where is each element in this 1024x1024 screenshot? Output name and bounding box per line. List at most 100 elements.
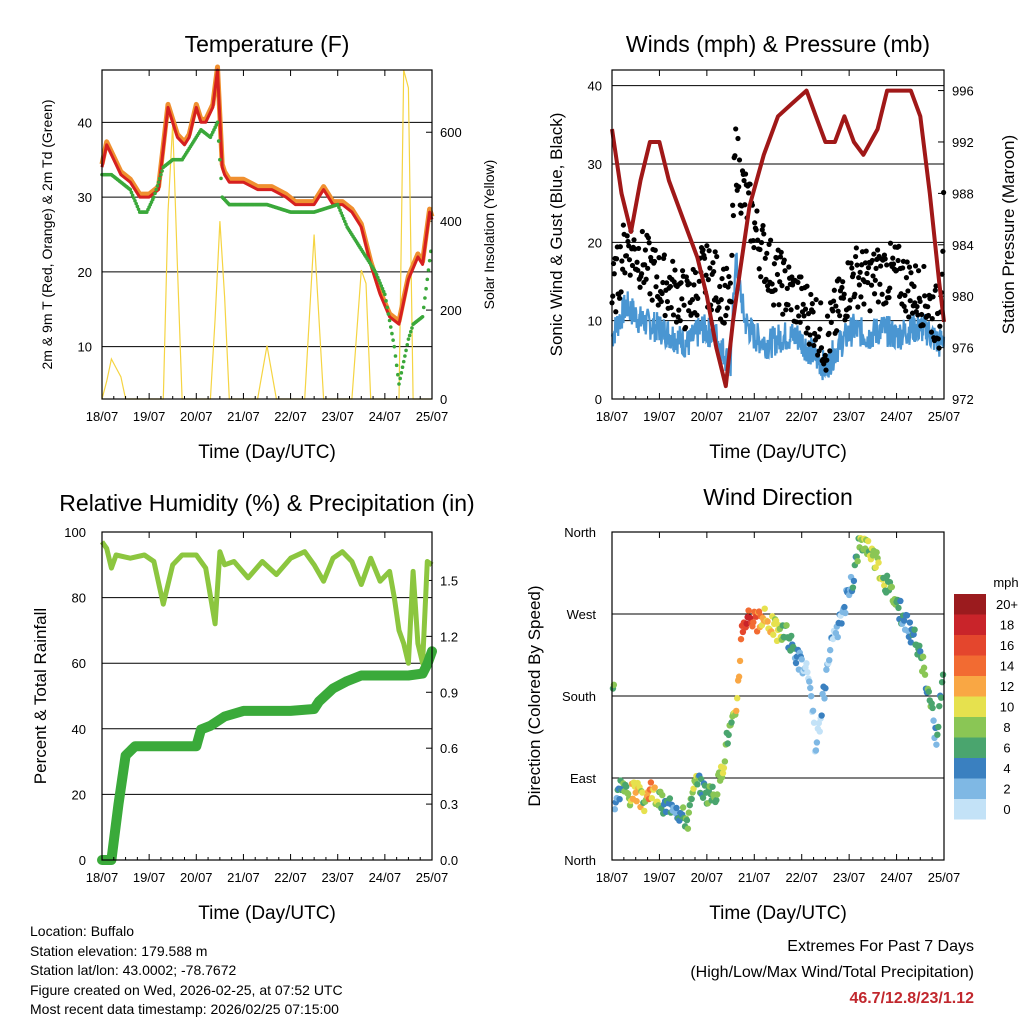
dewpoint-point: [427, 258, 432, 263]
y2-tick-label: 988: [952, 186, 974, 201]
gust-point: [833, 303, 839, 309]
gust-point: [774, 271, 781, 278]
gust-point: [878, 263, 884, 269]
gust-point: [721, 320, 727, 326]
gust-point: [766, 241, 772, 248]
colorbar-label: 12: [1000, 679, 1014, 694]
y-axis-label: Percent & Total Rainfall: [31, 608, 50, 784]
gust-point: [815, 352, 821, 358]
gust-point: [890, 261, 897, 267]
gust-point: [662, 312, 668, 319]
direction-point: [864, 537, 872, 545]
gust-point: [827, 348, 833, 354]
direction-point: [764, 618, 771, 625]
x-axis-label: Time (Day/UTC): [709, 442, 847, 463]
gust-point: [670, 312, 677, 318]
gust-point: [922, 293, 928, 299]
gust-point: [730, 212, 737, 219]
gust-point: [771, 302, 777, 308]
dewpoint-point: [136, 207, 141, 212]
x-tick-label: 19/07: [643, 409, 676, 424]
gust-point: [655, 302, 661, 308]
dewpoint-point: [426, 268, 431, 272]
direction-point: [809, 707, 817, 714]
gust-point: [754, 208, 760, 214]
y2-tick-label: 996: [952, 84, 974, 99]
gust-point: [679, 268, 686, 274]
gust-point: [911, 283, 917, 289]
dewpoint-point: [219, 176, 223, 181]
chart-title: Winds (mph) & Pressure (mb): [626, 31, 930, 57]
dewpoint-point: [342, 219, 347, 224]
x-tick-label: 24/07: [369, 870, 402, 885]
colorbar-swatch: [954, 696, 986, 717]
gust-point: [635, 245, 642, 252]
dewpoint-point: [132, 196, 136, 200]
colorbar-label: 16: [1000, 638, 1014, 653]
colorbar-swatch: [954, 717, 986, 738]
gust-point: [664, 280, 670, 286]
x-tick-label: 23/07: [833, 409, 866, 424]
direction-point: [842, 609, 849, 617]
y-axis-label: Direction (Colored By Speed): [525, 585, 544, 806]
y2-tick-label: 400: [440, 214, 462, 229]
dewpoint-point: [384, 299, 388, 303]
colorbar-label: 2: [1003, 782, 1010, 797]
x-tick-label: 25/07: [416, 409, 449, 424]
gust-point: [610, 293, 616, 299]
gust-point: [741, 177, 747, 184]
direction-point: [933, 741, 940, 748]
gust-point: [695, 295, 701, 301]
y-axis-label: 2m & 9m T (Red, Orange) & 2m Td (Green): [39, 100, 55, 370]
x-tick-label: 21/07: [227, 409, 260, 424]
gust-point: [679, 296, 685, 302]
gust-point: [637, 284, 643, 290]
y2-axis-label: Station Pressure (Maroon): [999, 135, 1018, 334]
colorbar-label: 6: [1003, 741, 1010, 756]
direction-point: [826, 646, 834, 654]
gust-point: [613, 309, 619, 315]
gust-point: [643, 276, 649, 282]
dewpoint-point: [344, 222, 348, 227]
gust-point: [907, 298, 913, 304]
dewpoint-point: [130, 193, 135, 198]
gust-point: [882, 256, 888, 262]
x-tick-label: 20/07: [180, 409, 213, 424]
location-text: Location: Buffalo: [30, 923, 135, 939]
direction-point: [659, 791, 666, 799]
colorbar-swatch: [954, 635, 986, 656]
direction-point: [720, 764, 728, 772]
gust-point: [732, 153, 738, 159]
gust-point: [733, 126, 739, 132]
gust-point: [696, 278, 702, 284]
gust-point: [809, 301, 815, 307]
direction-point: [792, 659, 800, 667]
direction-point: [929, 704, 936, 712]
gust-point: [847, 297, 853, 303]
direction-point: [679, 804, 687, 811]
gust-point: [753, 227, 759, 233]
gust-point: [664, 298, 670, 305]
gust-point: [794, 304, 800, 310]
rh-line: [99, 540, 434, 666]
direction-point: [616, 795, 623, 803]
gust-point: [667, 283, 674, 290]
elevation-text: Station elevation: 179.588 m: [30, 942, 208, 959]
gust-point: [724, 305, 730, 311]
gust-point: [857, 269, 863, 275]
gust-point: [818, 345, 825, 351]
x-tick-label: 20/07: [691, 870, 724, 885]
gust-point: [824, 313, 831, 319]
colorbar-label: 0: [1003, 802, 1010, 817]
gust-point: [865, 279, 871, 286]
gust-point: [798, 274, 804, 280]
gust-point: [883, 300, 889, 306]
dewpoint-point: [378, 281, 382, 285]
gust-point: [828, 319, 834, 325]
gust-point: [800, 301, 806, 307]
dewpoint-point: [133, 199, 137, 203]
gust-point: [620, 222, 626, 228]
gust-point: [915, 312, 921, 318]
y2-tick-label: 600: [440, 125, 462, 140]
gust-point: [681, 302, 687, 308]
